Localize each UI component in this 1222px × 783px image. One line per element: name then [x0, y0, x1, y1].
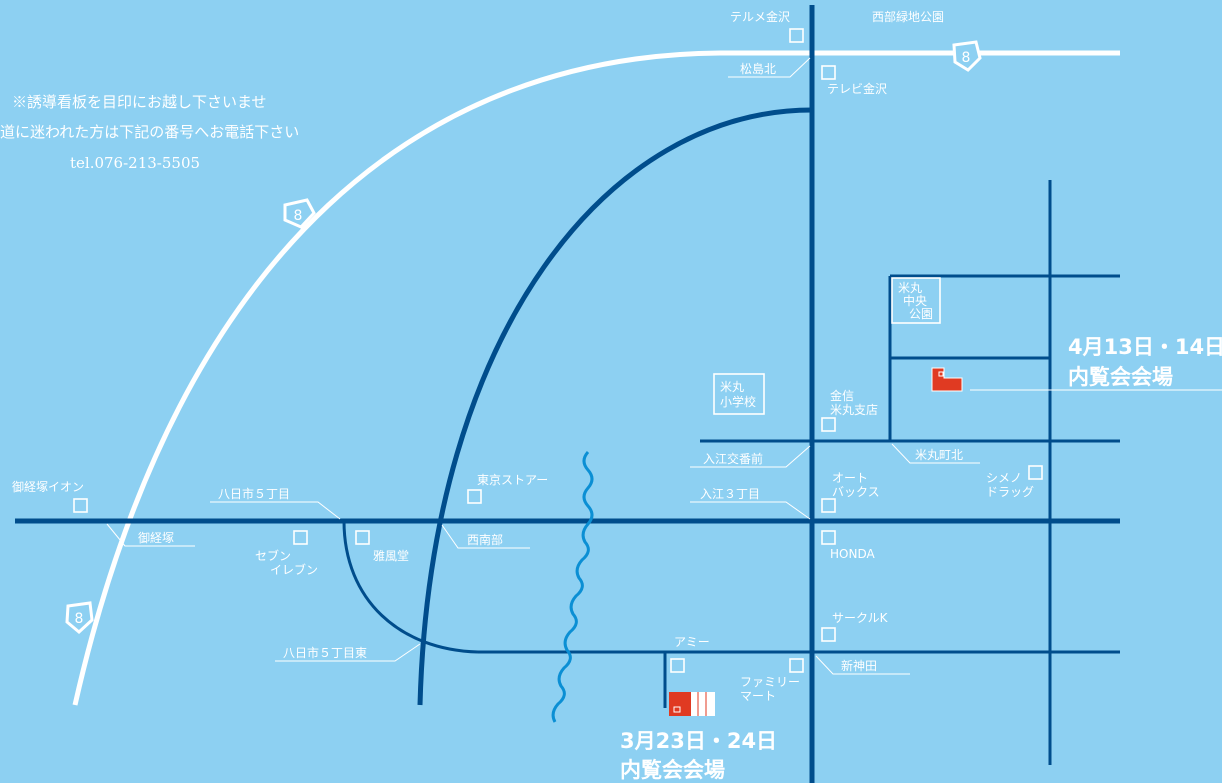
notice-line-1: ※誘導看板を目印にお越し下さいませ	[12, 93, 267, 111]
label-autobacs-2: バックス	[832, 485, 880, 499]
yonemaru-park-box	[891, 277, 941, 324]
leader-irie-koban	[690, 445, 811, 468]
river	[551, 451, 594, 723]
marker-gafudo	[355, 530, 370, 545]
label-youkaichi5-east: 八日市５丁目東	[283, 645, 367, 660]
svg-text:8: 8	[75, 611, 84, 627]
label-seven-2: イレブン	[270, 562, 318, 577]
label-kinshin-2: 米丸支店	[830, 403, 878, 417]
marker-terume	[789, 28, 804, 43]
leader-irie3	[690, 501, 811, 520]
leader-shinkanda	[815, 655, 910, 675]
leader-youkaichi5	[210, 501, 341, 520]
route-8-highway	[72, 50, 1120, 706]
label-matsushima-kita: 松島北	[740, 61, 776, 76]
marker-ami	[670, 658, 685, 673]
leader-onkyozuka	[106, 523, 195, 547]
label-onkyozuka: 御経塚	[138, 530, 174, 545]
marker-shimeno	[1028, 465, 1043, 480]
venue-1-date: 4月13日・14日	[1068, 335, 1222, 359]
label-seven-1: セブン	[255, 548, 291, 563]
notice-phone: tel.076-213-5505	[70, 154, 200, 172]
label-terume: テルメ金沢	[730, 9, 790, 24]
venue-1-building	[931, 367, 963, 392]
marker-tv-kanazawa	[821, 65, 836, 80]
curve-road	[342, 520, 479, 654]
venue-2-label: 内覧会会場	[620, 758, 725, 782]
marker-autobacs	[821, 498, 836, 513]
label-familymart-2: マート	[740, 689, 776, 703]
marker-familymart	[789, 658, 804, 673]
label-tv-kanazawa: テレビ金沢	[827, 81, 887, 96]
marker-onkyozuka-aeon	[73, 498, 88, 513]
label-onkyozuka-aeon: 御経塚イオン	[12, 479, 84, 494]
label-familymart-1: ファミリー	[740, 675, 800, 689]
leader-seinanbu	[441, 524, 530, 549]
label-shinkanda: 新神田	[841, 658, 877, 673]
label-yonemaru-park-3: 公園	[909, 307, 933, 321]
svg-text:8: 8	[962, 50, 971, 66]
route-8-shield-top: 8	[952, 40, 982, 72]
route-8-shield-bottom: 8	[65, 601, 94, 634]
route-8-shield-mid: 8	[283, 198, 316, 229]
yonemaru-school-box	[713, 373, 765, 415]
label-autobacs-1: オート	[832, 471, 868, 485]
label-yonemaru-school-2: 小学校	[720, 394, 756, 409]
marker-circlek	[821, 627, 836, 642]
marker-kinshin	[821, 417, 836, 432]
label-yonemaru-school-1: 米丸	[720, 380, 744, 394]
leader-yonemaru-kita	[891, 443, 980, 464]
arc-road	[417, 107, 813, 706]
leader-youkaichi5-east	[275, 643, 421, 662]
label-shimeno-1: シメノ	[986, 471, 1022, 485]
venue-2-building	[669, 692, 715, 716]
marker-seven-eleven	[293, 530, 308, 545]
marker-honda	[821, 530, 836, 545]
leader-matsushima-kita	[728, 57, 811, 78]
label-kinshin-1: 金信	[830, 388, 854, 403]
label-yonemaru-park-1: 米丸	[898, 281, 922, 295]
venue-2-date: 3月23日・24日	[620, 729, 777, 753]
label-seinanbu: 西南部	[467, 532, 503, 547]
venue-1-label: 内覧会会場	[1068, 365, 1173, 389]
marker-tokyo-store	[467, 489, 482, 504]
label-irie-koban: 入江交番前	[703, 451, 763, 466]
label-circlek: サークルK	[832, 611, 889, 625]
label-youkaichi5: 八日市５丁目	[218, 486, 290, 501]
label-gafudo: 雅風堂	[373, 548, 409, 563]
label-tokyo-store: 東京ストアー	[477, 473, 548, 487]
label-irie3: 入江３丁目	[700, 487, 760, 501]
label-yonemaru-park-2: 中央	[903, 293, 927, 308]
label-yonemaru-kita: 米丸町北	[915, 448, 963, 462]
svg-text:8: 8	[294, 208, 303, 224]
notice-line-2: 道に迷われた方は下記の番号へお電話下さい	[0, 123, 299, 141]
label-ami: アミー	[674, 635, 710, 649]
label-honda: HONDA	[830, 547, 875, 561]
label-nishibu-park: 西部緑地公園	[872, 9, 944, 24]
label-shimeno-2: ドラッグ	[986, 485, 1034, 499]
